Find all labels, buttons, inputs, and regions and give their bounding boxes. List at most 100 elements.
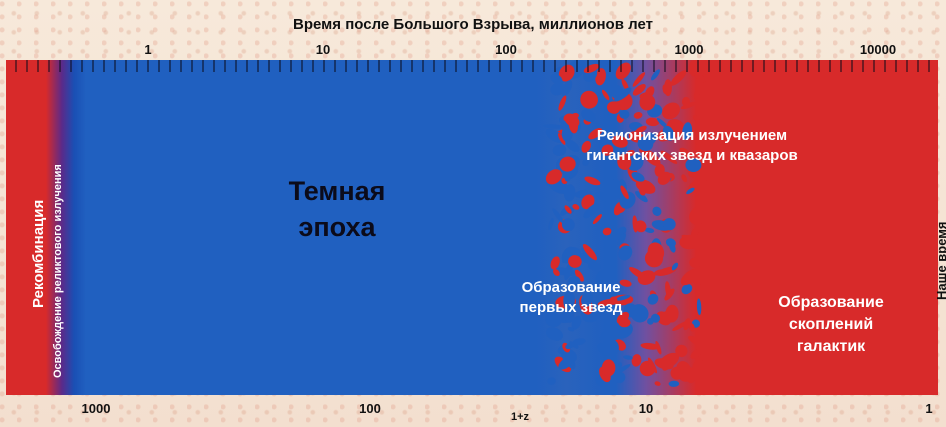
ionization-bubble (595, 270, 613, 288)
relic-radiation-label: Освобождение реликтового излучения (52, 164, 64, 378)
ionization-bubble (581, 109, 596, 123)
ionization-bubble (560, 89, 570, 95)
ionization-bubble (597, 298, 616, 307)
dark-era-line: эпоха (298, 212, 376, 242)
ionization-bubble (581, 194, 595, 210)
ionization-bubble (616, 311, 630, 324)
ionization-bubble (639, 94, 656, 111)
ionization-bubble (550, 256, 560, 270)
ionization-bubble (547, 377, 556, 385)
top-tick-label: 1 (144, 42, 152, 57)
ionization-bubble (563, 184, 576, 202)
ionization-bubble (612, 364, 631, 376)
ionization-bubble (635, 179, 656, 194)
top-tick-label: 10000 (859, 42, 897, 57)
ionization-bubble (619, 279, 632, 287)
galaxy-clusters-label: Образование скоплений галактик (766, 292, 896, 358)
ionization-bubble (647, 242, 665, 262)
reionization-bubbles (542, 60, 708, 387)
ionization-bubble (680, 101, 697, 110)
ionization-bubble (623, 355, 633, 360)
ionization-bubble (581, 291, 593, 307)
ionization-bubble (572, 338, 586, 346)
bottom-tick-label: 1 (925, 401, 933, 416)
ionization-bubble (655, 340, 662, 355)
cosmic-timeline-panel: Рекомбинация Освобождение реликтового из… (6, 60, 938, 395)
ionization-bubble (572, 204, 580, 210)
ionization-bubble (571, 315, 582, 330)
ionization-bubble (675, 344, 688, 358)
ionization-bubble (619, 109, 630, 119)
ionization-bubble (644, 227, 655, 233)
ionization-bubble (548, 217, 554, 230)
ionization-bubble (617, 154, 632, 170)
ionization-bubble (695, 117, 700, 133)
ionization-bubble (595, 191, 614, 203)
ionization-bubble (574, 269, 584, 282)
ionization-bubble (671, 262, 679, 271)
ionization-bubble (686, 187, 695, 195)
ionization-bubble (635, 125, 647, 134)
ionization-bubble (663, 218, 676, 231)
ionization-bubble (601, 359, 616, 377)
ionization-bubble (632, 84, 646, 96)
ionization-bubble (633, 112, 643, 119)
ionization-bubble (599, 327, 613, 341)
ionization-bubble (631, 171, 645, 182)
ionization-bubble (567, 327, 575, 332)
ionization-bubble (694, 130, 707, 147)
bottom-tick-label: 100 (359, 401, 381, 416)
ionization-bubble (568, 255, 582, 268)
ionization-bubble (681, 174, 688, 183)
ionization-bubble (688, 60, 699, 77)
ionization-bubble (543, 305, 561, 315)
ionization-bubble (689, 257, 702, 268)
ionization-bubble (559, 156, 576, 172)
ionization-bubble (687, 373, 696, 384)
ionization-bubble (617, 362, 623, 368)
ionization-bubble (592, 214, 602, 225)
ionization-bubble (668, 380, 680, 387)
ionization-bubble (626, 149, 635, 157)
ionization-bubble (652, 206, 662, 216)
ionization-bubble (601, 144, 614, 156)
ionization-bubble (558, 95, 567, 111)
ionization-bubble (681, 283, 693, 295)
ionization-bubble (565, 139, 580, 152)
ionization-bubble (679, 234, 701, 250)
galaxy-clusters-line: скоплений (788, 316, 874, 333)
ionization-bubble (621, 78, 629, 91)
ionization-bubble (670, 70, 687, 86)
ionization-bubble (567, 276, 581, 289)
ionization-bubble (545, 312, 562, 328)
ionization-bubble (619, 191, 636, 209)
ionization-bubble (693, 89, 700, 100)
ionization-bubble (656, 117, 669, 129)
ionization-bubble (584, 176, 601, 186)
ionization-bubble (696, 298, 702, 316)
ionization-bubble (685, 158, 702, 173)
reionization-line: Реионизация излучением (596, 127, 788, 144)
ionization-bubble (635, 191, 648, 203)
ionization-bubble (647, 318, 654, 325)
present-day-label: Наше время (934, 221, 946, 301)
top-tick-label: 1000 (674, 42, 704, 57)
ionization-bubble (666, 104, 677, 117)
ionization-bubble (690, 348, 702, 359)
ionization-bubble (564, 353, 576, 370)
ionization-bubble (564, 308, 575, 323)
ionization-bubble (661, 353, 674, 371)
reionization-line: гигантских звезд и квазаров (586, 147, 798, 164)
ionization-bubble (632, 72, 646, 87)
ionization-bubble (545, 169, 562, 185)
ionization-bubble (631, 354, 642, 367)
ionization-bubble (640, 132, 657, 147)
ionization-bubble (618, 245, 633, 261)
ionization-bubble (595, 68, 606, 86)
ionization-bubble (672, 321, 688, 331)
bottom-tick-label: 1000 (81, 401, 111, 416)
ionization-bubble (651, 69, 660, 81)
ionization-bubble (615, 62, 631, 80)
ionization-bubble (662, 125, 675, 141)
ionization-bubble (545, 327, 564, 341)
